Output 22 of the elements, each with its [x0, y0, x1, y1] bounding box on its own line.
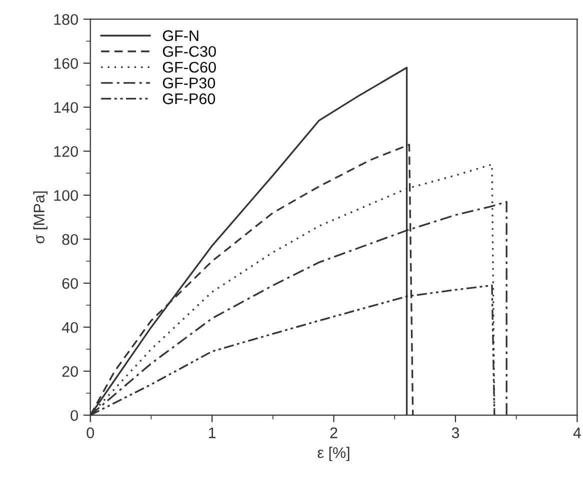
legend-label: GF-C60 [162, 62, 216, 73]
legend-label: GF-P60 [162, 93, 216, 104]
x-tick-label: 3 [452, 427, 460, 438]
y-tick-label: 20 [62, 366, 78, 377]
x-tick-label: 2 [330, 427, 338, 438]
x-tick-label: 0 [86, 427, 94, 438]
y-tick-label: 120 [54, 146, 78, 157]
x-tick-label: 1 [208, 428, 216, 438]
legend-label: GF-N [162, 30, 198, 42]
y-tick-label: 40 [62, 322, 78, 333]
legend-label: GF-P30 [162, 78, 216, 88]
y-tick-label: 80 [62, 234, 78, 245]
y-axis-title: σ [MPa] [33, 192, 48, 244]
y-tick-label: 140 [54, 102, 78, 113]
y-tick-label: 180 [54, 14, 78, 25]
y-tick-label: 160 [54, 58, 78, 69]
x-axis-title: ε [%] [318, 446, 350, 462]
legend-label: GF-C30 [162, 46, 216, 57]
y-tick-label: 0 [70, 410, 78, 421]
y-tick-label: 60 [62, 278, 78, 289]
x-tick-label: 4 [573, 428, 581, 438]
y-tick-label: 100 [54, 190, 78, 201]
